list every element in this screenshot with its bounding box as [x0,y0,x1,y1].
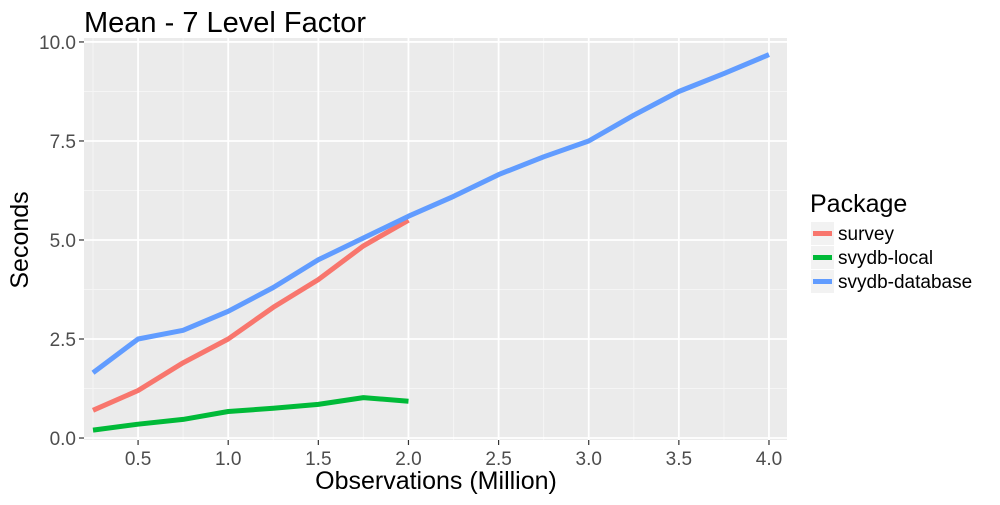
legend-item-svydb-local: svydb-local [811,246,933,269]
series-lines [91,52,770,433]
minor-gridlines [84,38,787,440]
x-axis-label: Observations (Million) [315,467,557,495]
series-line-svydb-database [91,52,770,375]
y-axis: 0.0 2.5 5.0 7.5 10.0 [39,33,84,450]
chart-title: Mean - 7 Level Factor [84,7,366,39]
y-tick-label: 10.0 [39,33,76,54]
legend-items: survey svydb-local svydb-database [811,222,972,293]
major-gridlines [84,38,787,440]
x-tick-label: 3.0 [576,449,602,470]
legend-title: Package [810,190,907,218]
x-tick-label: 1.5 [305,449,331,470]
x-tick-label: 1.0 [215,449,241,470]
series-line-svydb-local [92,395,409,433]
y-tick-label: 7.5 [50,132,76,153]
legend-label: svydb-database [838,272,972,293]
legend-item-svydb-database: svydb-database [811,270,972,293]
legend-label: svydb-local [838,248,933,269]
plot-panel [84,38,787,440]
x-axis: 0.5 1.0 1.5 2.0 2.5 3.0 3.5 4.0 [125,440,782,470]
legend-label: survey [838,224,894,245]
y-axis-label: Seconds [6,191,34,288]
x-tick-label: 3.5 [666,449,692,470]
x-tick-label: 0.5 [125,449,151,470]
x-tick-label: 2.5 [485,449,511,470]
x-tick-label: 4.0 [756,449,782,470]
legend-item-survey: survey [811,222,894,245]
y-tick-label: 5.0 [50,231,76,252]
x-tick-label: 2.0 [395,449,421,470]
y-tick-label: 2.5 [50,330,76,351]
legend: Package survey svydb-local svydb-database [810,190,972,293]
series-line-survey [91,218,410,413]
y-tick-label: 0.0 [50,429,76,450]
